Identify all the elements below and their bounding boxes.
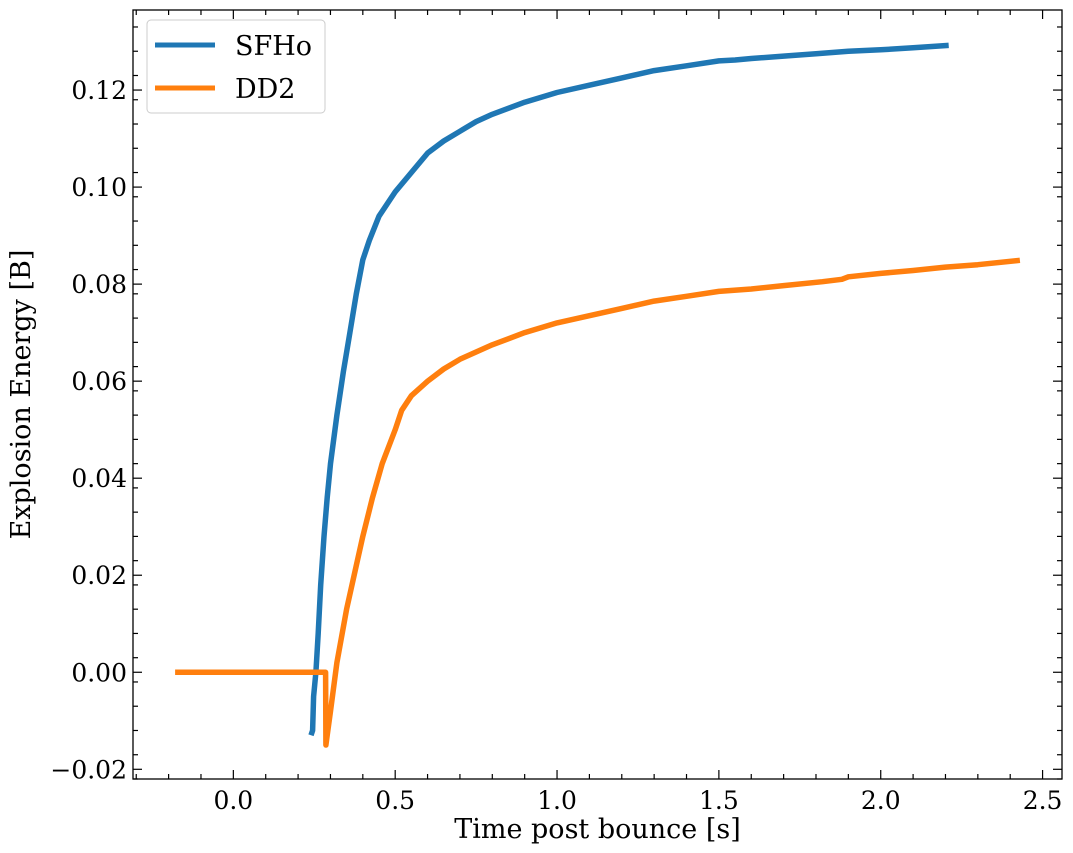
legend: SFHo DD2 (146, 19, 326, 114)
y-tick-label: 0.04 (71, 464, 127, 493)
axis-ticks (133, 10, 1062, 780)
y-tick-label: 0.10 (71, 173, 127, 202)
y-tick-label: 0.06 (71, 367, 127, 396)
x-tick-label: 1.0 (537, 786, 577, 815)
legend-label-dd2: DD2 (235, 74, 295, 105)
y-tick-label: 0.12 (71, 76, 127, 105)
y-tick-label: 0.00 (71, 658, 127, 687)
x-tick-label: 2.0 (861, 786, 901, 815)
x-axis-label: Time post bounce [s] (454, 814, 741, 845)
x-tick-label: 0.5 (375, 786, 415, 815)
y-tick-label: 0.08 (71, 270, 127, 299)
series-line-sfho (308, 42, 949, 737)
x-tick-label: 2.5 (1023, 786, 1063, 815)
series-line-dd2 (175, 257, 1021, 748)
y-axis-label: Explosion Energy [B] (6, 250, 37, 540)
x-tick-label: 0.0 (213, 786, 253, 815)
tick-labels: 0.0 0.5 1.0 1.5 2.0 2.5 −0.02 0.00 0.02 0.04 0.06 0… (50, 76, 1062, 815)
plot-lines (175, 42, 1021, 748)
y-tick-label: 0.02 (71, 561, 127, 590)
x-tick-label: 1.5 (699, 786, 739, 815)
plot-frame (132, 9, 1063, 780)
y-tick-label: −0.02 (50, 755, 127, 784)
legend-label-sfho: SFHo (235, 31, 312, 62)
